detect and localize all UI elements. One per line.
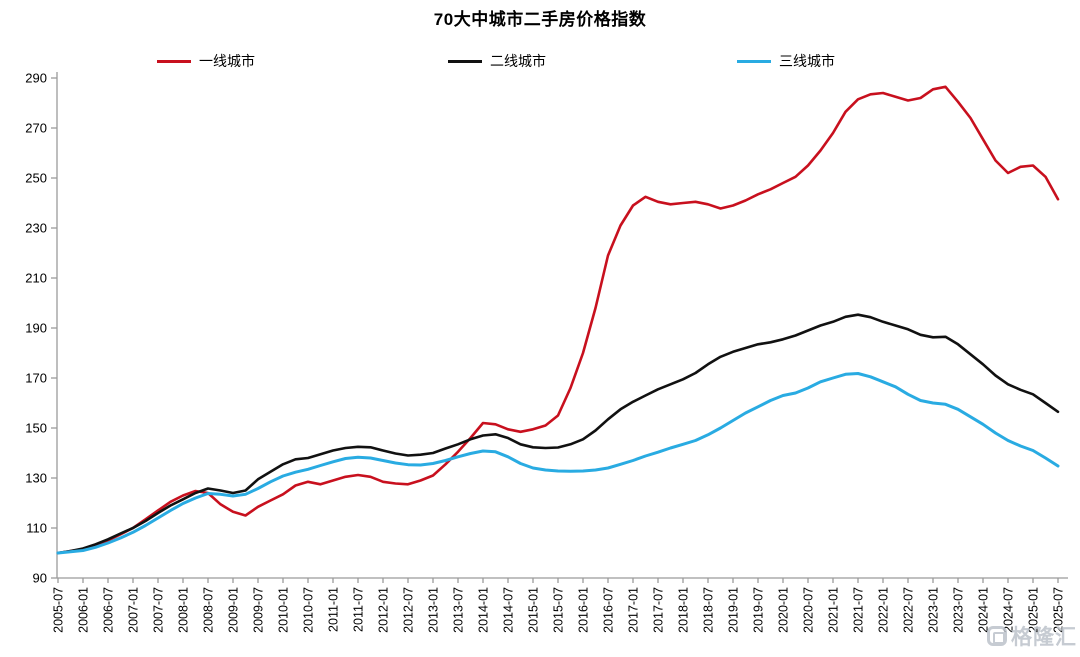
chart-title: 70大中城市二手房价格指数 (433, 10, 647, 29)
svg-text:2025-01: 2025-01 (1027, 587, 1041, 633)
svg-text:2019-01: 2019-01 (727, 587, 741, 633)
svg-text:2017-01: 2017-01 (627, 587, 641, 633)
svg-text:2016-01: 2016-01 (577, 587, 591, 633)
svg-text:290: 290 (25, 71, 47, 86)
tier2-line-swatch (448, 59, 482, 63)
legend-item-tier3: 三线城市 (737, 52, 835, 70)
svg-text:2021-07: 2021-07 (852, 587, 866, 633)
svg-text:2024-07: 2024-07 (1002, 587, 1016, 633)
svg-text:2015-01: 2015-01 (527, 587, 541, 633)
svg-text:2006-07: 2006-07 (102, 587, 116, 633)
svg-text:2008-01: 2008-01 (177, 587, 191, 633)
gelonghui-logo-icon (987, 626, 1007, 646)
tier1-line-swatch (157, 59, 191, 63)
svg-text:2018-01: 2018-01 (677, 587, 691, 633)
svg-text:2007-07: 2007-07 (152, 587, 166, 633)
svg-text:2013-01: 2013-01 (427, 587, 441, 633)
svg-text:2010-07: 2010-07 (302, 587, 316, 633)
svg-text:2011-01: 2011-01 (327, 587, 341, 632)
legend-label-tier1: 一线城市 (199, 53, 255, 69)
svg-text:2009-07: 2009-07 (252, 587, 266, 633)
svg-text:190: 190 (25, 321, 47, 336)
legend-item-tier1: 一线城市 (157, 52, 255, 70)
svg-text:2011-07: 2011-07 (352, 587, 366, 632)
svg-text:2020-01: 2020-01 (777, 587, 791, 633)
svg-text:2008-07: 2008-07 (202, 587, 216, 633)
legend-item-tier2: 二线城市 (448, 52, 546, 70)
svg-text:2024-01: 2024-01 (977, 587, 991, 633)
svg-text:2015-07: 2015-07 (552, 587, 566, 633)
svg-text:2010-01: 2010-01 (277, 587, 291, 633)
svg-text:2025-07: 2025-07 (1052, 587, 1066, 633)
svg-text:2013-07: 2013-07 (452, 587, 466, 633)
svg-text:2023-07: 2023-07 (952, 587, 966, 633)
svg-text:230: 230 (25, 221, 47, 236)
svg-text:2022-07: 2022-07 (902, 587, 916, 633)
watermark-text: 格隆汇 (1011, 626, 1077, 649)
svg-text:2005-07: 2005-07 (52, 587, 66, 633)
svg-text:250: 250 (25, 171, 47, 186)
svg-text:2014-01: 2014-01 (477, 587, 491, 633)
svg-text:2012-07: 2012-07 (402, 587, 416, 633)
svg-text:2014-07: 2014-07 (502, 587, 516, 633)
svg-text:2009-01: 2009-01 (227, 587, 241, 633)
svg-text:90: 90 (33, 571, 47, 586)
tier3-line-swatch (737, 59, 771, 63)
svg-text:2018-07: 2018-07 (702, 587, 716, 633)
legend-label-tier3: 三线城市 (779, 53, 835, 69)
svg-text:270: 270 (25, 121, 47, 136)
svg-text:2017-07: 2017-07 (652, 587, 666, 633)
svg-text:2006-01: 2006-01 (77, 587, 91, 633)
svg-text:150: 150 (25, 421, 47, 436)
legend-label-tier2: 二线城市 (490, 53, 546, 69)
svg-text:2019-07: 2019-07 (752, 587, 766, 633)
svg-text:2007-01: 2007-01 (127, 587, 141, 633)
svg-text:110: 110 (26, 521, 47, 536)
svg-text:2016-07: 2016-07 (602, 587, 616, 633)
legend: 一线城市 二线城市 三线城市 (0, 52, 1080, 70)
svg-text:2021-01: 2021-01 (827, 587, 841, 633)
watermark: 格隆汇 (987, 621, 1077, 651)
svg-text:2022-01: 2022-01 (877, 587, 891, 633)
svg-text:210: 210 (25, 271, 47, 286)
svg-text:2020-07: 2020-07 (802, 587, 816, 633)
svg-text:2012-01: 2012-01 (377, 587, 391, 633)
svg-text:170: 170 (25, 371, 47, 386)
svg-text:130: 130 (25, 471, 47, 486)
svg-text:2023-01: 2023-01 (927, 587, 941, 633)
